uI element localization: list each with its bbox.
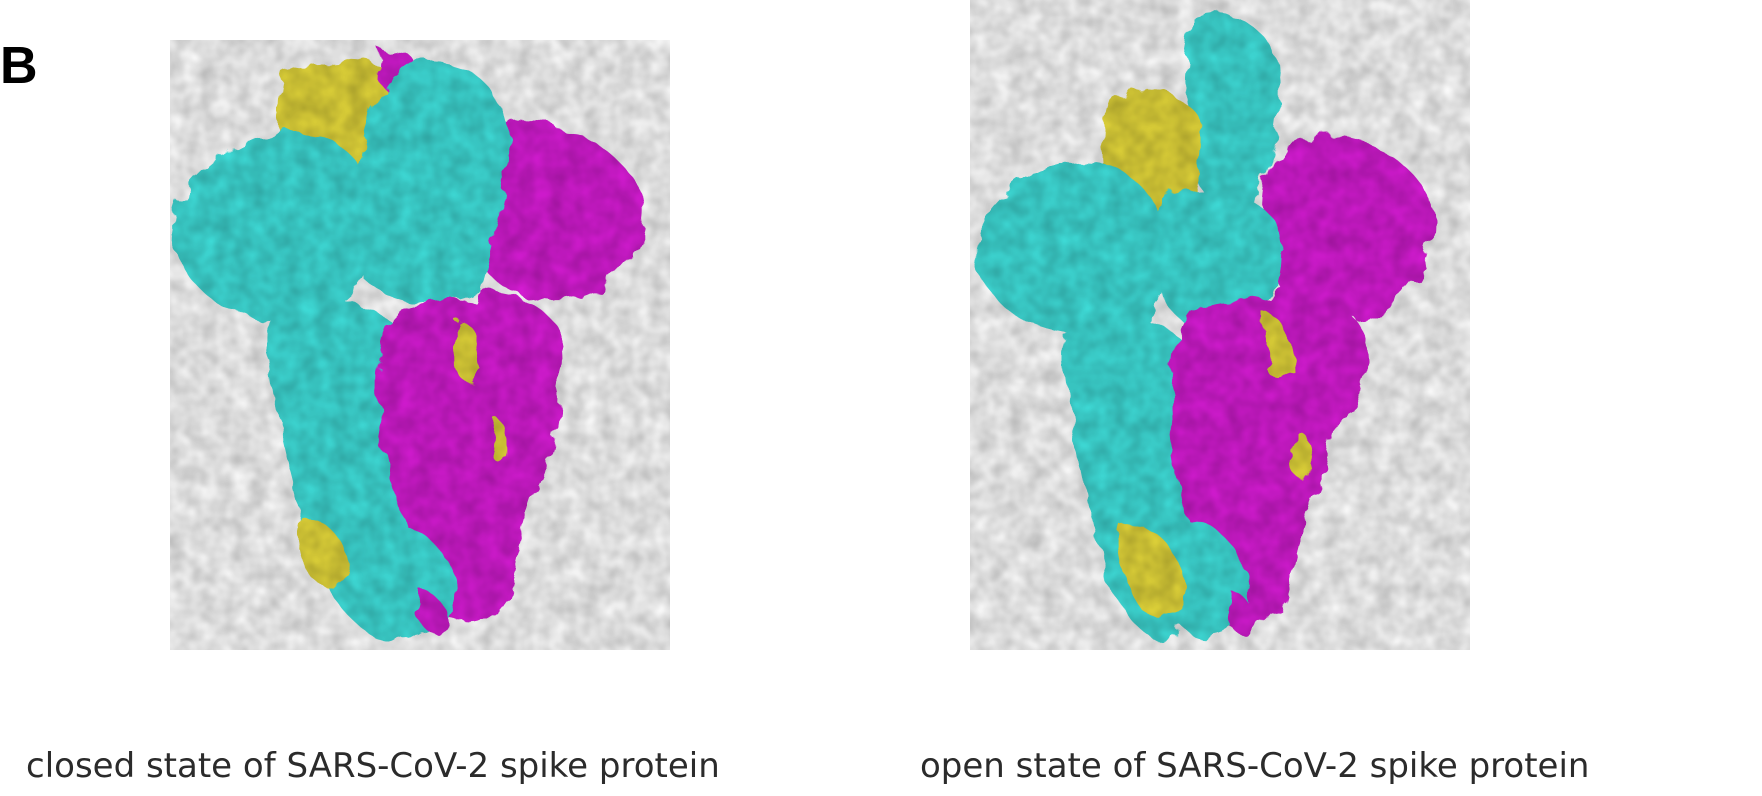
open-state-caption: open state of SARS-CoV-2 spike protein (920, 746, 1590, 786)
panel-label: B (0, 37, 38, 95)
closed-state-caption: closed state of SARS-CoV-2 spike protein (26, 746, 720, 786)
open-state-spike-image (960, 0, 1520, 720)
closed-state-spike-image (150, 0, 710, 720)
